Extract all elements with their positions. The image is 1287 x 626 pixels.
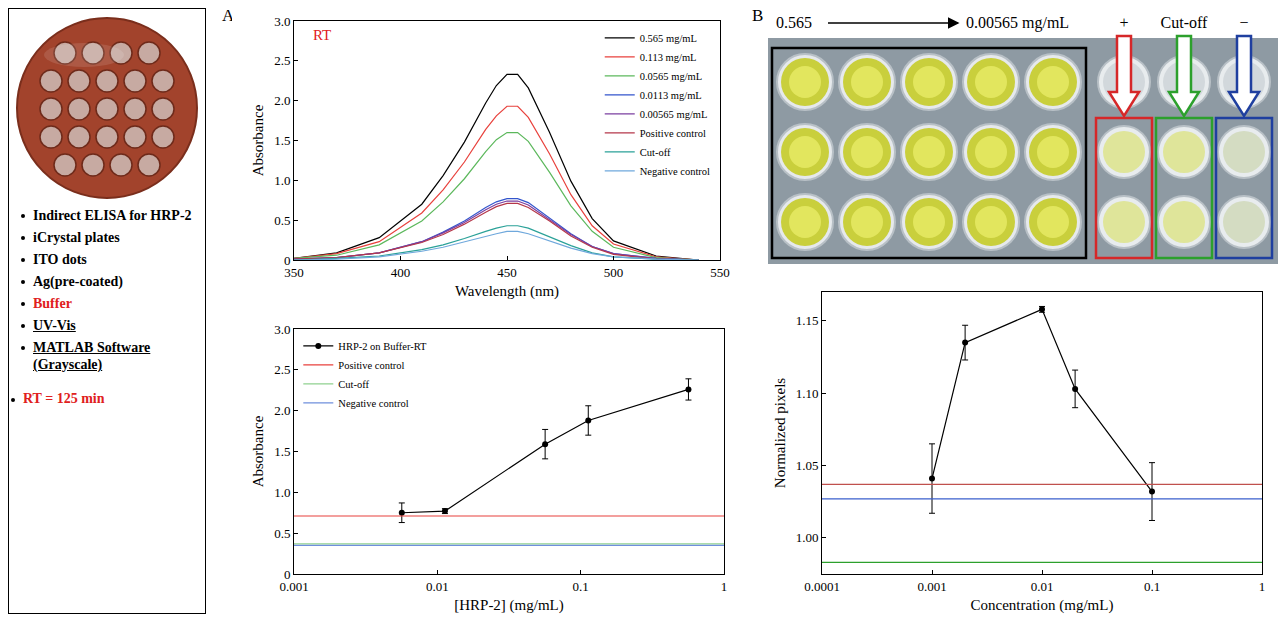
svg-text:1.0: 1.0 — [274, 485, 290, 500]
svg-text:Absorbance: Absorbance — [250, 415, 266, 487]
svg-text:0.5: 0.5 — [274, 213, 290, 228]
svg-text:[HRP-2] (mg/mL): [HRP-2] (mg/mL) — [454, 597, 564, 614]
html-text:MATLAB Software (Grayscale): MATLAB Software (Grayscale) — [33, 340, 151, 372]
svg-text:1.10: 1.10 — [796, 386, 819, 401]
html-text:RT = 125 min: RT = 125 min — [23, 391, 105, 406]
svg-text:0.01: 0.01 — [426, 579, 449, 594]
html-text:UV-Vis: UV-Vis — [33, 318, 76, 333]
html-text:B: B — [752, 6, 764, 25]
svg-text:0: 0 — [284, 567, 291, 582]
svg-text:−: − — [1239, 14, 1248, 31]
svg-text:Negative control: Negative control — [640, 166, 710, 177]
svg-text:Cut-off: Cut-off — [640, 147, 671, 158]
svg-text:Cut-off: Cut-off — [338, 379, 369, 390]
svg-text:Absorbance: Absorbance — [250, 104, 266, 176]
html-text:iCrystal plates: iCrystal plates — [33, 230, 120, 245]
svg-text:0.0113 mg/mL: 0.0113 mg/mL — [640, 90, 702, 101]
svg-text:2.0: 2.0 — [274, 93, 290, 108]
svg-text:0.5: 0.5 — [274, 526, 290, 541]
svg-text:RT: RT — [313, 27, 331, 43]
svg-text:0.1: 0.1 — [1144, 579, 1160, 594]
svg-text:0.1: 0.1 — [573, 579, 589, 594]
svg-text:0.565 mg/mL: 0.565 mg/mL — [640, 33, 697, 44]
svg-text:0.001: 0.001 — [917, 579, 946, 594]
svg-text:500: 500 — [604, 265, 624, 280]
svg-text:2.5: 2.5 — [274, 53, 290, 68]
svg-text:0: 0 — [284, 253, 291, 268]
svg-text:Cut-off: Cut-off — [1161, 14, 1208, 31]
svg-text:1: 1 — [1259, 579, 1266, 594]
svg-text:450: 450 — [497, 265, 517, 280]
svg-text:2.0: 2.0 — [274, 403, 290, 418]
html-text:Buffer: Buffer — [33, 296, 72, 311]
svg-text:1.00: 1.00 — [796, 530, 819, 545]
svg-text:400: 400 — [391, 265, 411, 280]
html-text:ITO dots: ITO dots — [33, 252, 87, 267]
svg-text:Positive control: Positive control — [640, 128, 706, 139]
html-text:Indirect ELISA for HRP-2: Indirect ELISA for HRP-2 — [33, 208, 192, 223]
svg-text:0.0001: 0.0001 — [804, 579, 840, 594]
svg-text:0.113 mg/mL: 0.113 mg/mL — [640, 52, 697, 63]
svg-text:550: 550 — [710, 265, 730, 280]
html-text:A: A — [222, 6, 235, 25]
svg-text:Positive control: Positive control — [338, 360, 404, 371]
svg-text:0.00565 mg/mL: 0.00565 mg/mL — [966, 14, 1069, 32]
svg-text:Concentration (mg/mL): Concentration (mg/mL) — [971, 597, 1114, 614]
svg-text:Wavelength (nm): Wavelength (nm) — [455, 283, 559, 300]
svg-text:3.0: 3.0 — [274, 14, 290, 29]
svg-text:350: 350 — [284, 265, 304, 280]
svg-text:Normalized pixels: Normalized pixels — [772, 378, 788, 489]
svg-text:+: + — [1119, 14, 1128, 31]
svg-text:1.5: 1.5 — [274, 444, 290, 459]
svg-text:0.00565 mg/mL: 0.00565 mg/mL — [640, 109, 708, 120]
svg-text:1: 1 — [721, 579, 728, 594]
svg-text:Negative control: Negative control — [338, 398, 408, 409]
svg-text:0.0565 mg/mL: 0.0565 mg/mL — [640, 71, 702, 82]
svg-text:3.0: 3.0 — [274, 322, 290, 337]
svg-text:1.0: 1.0 — [274, 173, 290, 188]
svg-text:1.15: 1.15 — [796, 313, 819, 328]
html-text:Ag(pre-coated): Ag(pre-coated) — [33, 274, 123, 289]
svg-text:2.5: 2.5 — [274, 362, 290, 377]
svg-text:1.05: 1.05 — [796, 458, 819, 473]
svg-text:0.001: 0.001 — [279, 579, 308, 594]
svg-text:1.5: 1.5 — [274, 133, 290, 148]
svg-text:HRP-2 on Buffer-RT: HRP-2 on Buffer-RT — [338, 341, 427, 352]
svg-text:0.565: 0.565 — [776, 14, 812, 31]
svg-text:0.01: 0.01 — [1031, 579, 1054, 594]
